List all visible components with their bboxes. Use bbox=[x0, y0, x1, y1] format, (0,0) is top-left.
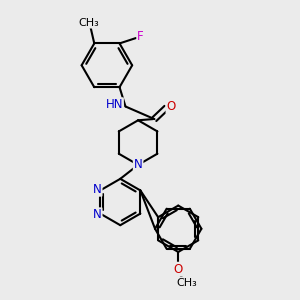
Text: N: N bbox=[134, 158, 142, 171]
Text: F: F bbox=[137, 30, 144, 43]
Text: O: O bbox=[174, 263, 183, 276]
Text: N: N bbox=[93, 208, 102, 221]
Text: O: O bbox=[167, 100, 176, 113]
Text: CH₃: CH₃ bbox=[79, 18, 100, 28]
Text: HN: HN bbox=[105, 98, 123, 111]
Text: N: N bbox=[93, 183, 102, 196]
Text: CH₃: CH₃ bbox=[176, 278, 197, 288]
